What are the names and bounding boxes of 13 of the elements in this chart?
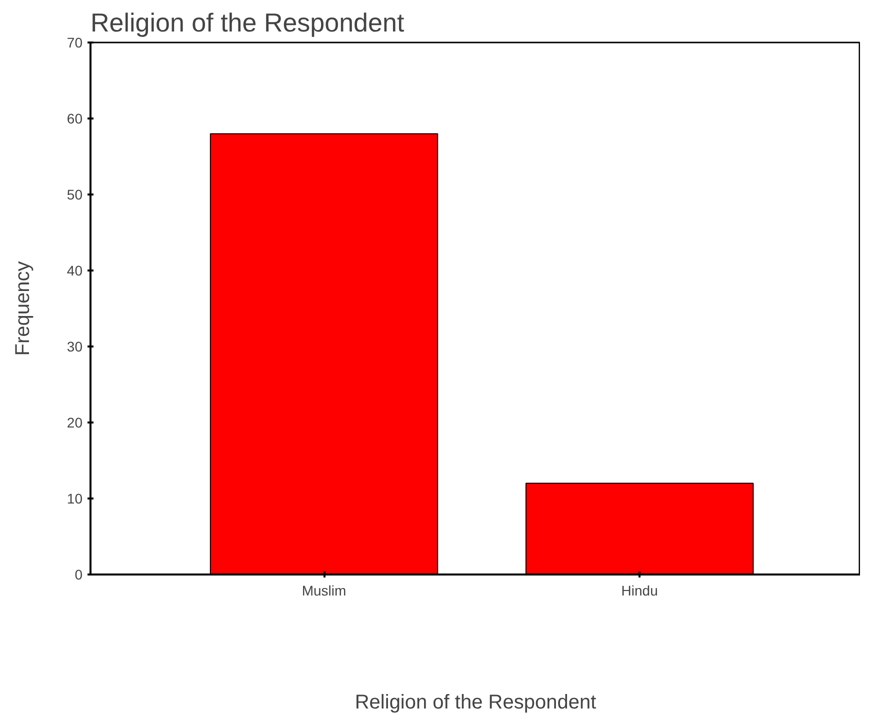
x-tick-label: Muslim (302, 582, 346, 598)
y-axis-title: Frequency (12, 261, 34, 356)
y-tick-label: 70 (66, 34, 83, 50)
y-tick-label: 60 (66, 110, 83, 126)
chart-title: Religion of the Respondent (90, 8, 405, 38)
y-tick-label: 20 (66, 414, 83, 430)
x-tick-label: Hindu (621, 582, 658, 598)
y-tick-label: 30 (66, 338, 83, 354)
y-tick-label: 40 (66, 262, 83, 278)
y-tick-label: 10 (66, 490, 83, 506)
x-axis-title: Religion of the Respondent (354, 692, 597, 714)
y-tick-label: 50 (66, 186, 83, 202)
y-tick-label: 0 (74, 566, 83, 582)
